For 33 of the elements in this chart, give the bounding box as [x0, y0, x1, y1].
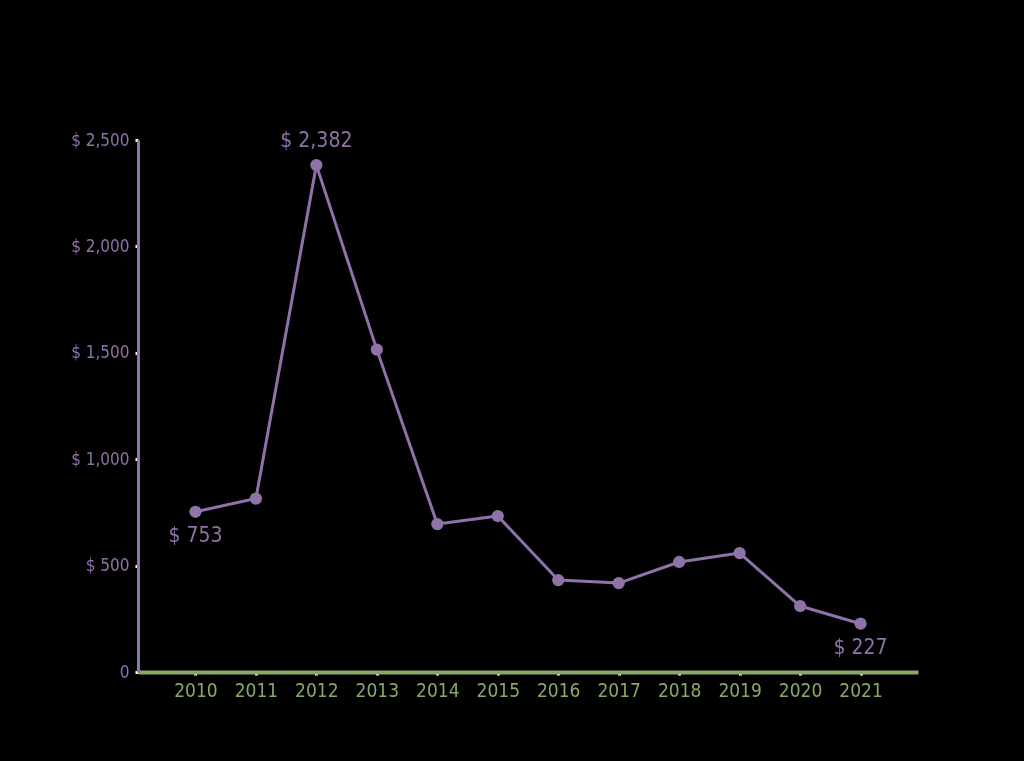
point: [370, 343, 383, 356]
y-tick-label: $ 1,500: [71, 342, 130, 363]
y-tick-label: 0: [119, 661, 130, 682]
x-tick-label: 2010: [174, 678, 218, 701]
x-tick-label: 2018: [657, 678, 702, 701]
point: [673, 555, 686, 569]
x-tick-label: 2017: [597, 678, 641, 701]
point: [552, 573, 565, 587]
y-tick-label: $ 1,000: [71, 448, 130, 469]
point: [491, 509, 504, 523]
point: [612, 576, 625, 590]
x-tick-label: 2019: [718, 678, 762, 701]
y-tick-label: $ 2,000: [71, 235, 130, 256]
y-tick-label: $ 500: [85, 555, 130, 576]
x-tick-label: 2013: [355, 678, 400, 701]
x-tick-label: 2011: [234, 678, 279, 701]
x-tick-label: 2015: [476, 678, 521, 701]
point: [854, 617, 867, 630]
x-tick-label: 2016: [536, 678, 581, 701]
point: [733, 546, 746, 560]
data-label: $ 2,382: [280, 128, 353, 153]
x-tick-label: 2021: [839, 678, 883, 701]
point: [249, 492, 263, 505]
x-tick-label: 2020: [778, 678, 823, 701]
data-label: $ 227: [833, 634, 888, 659]
point: [793, 599, 807, 613]
point: [310, 159, 323, 172]
x-tick-label: 2014: [416, 678, 460, 701]
point: [431, 517, 444, 531]
x-tick-label: 2012: [295, 678, 339, 701]
y-tick-label: $ 2,500: [71, 129, 130, 150]
point: [189, 505, 202, 518]
data-label: $ 753: [168, 522, 223, 547]
